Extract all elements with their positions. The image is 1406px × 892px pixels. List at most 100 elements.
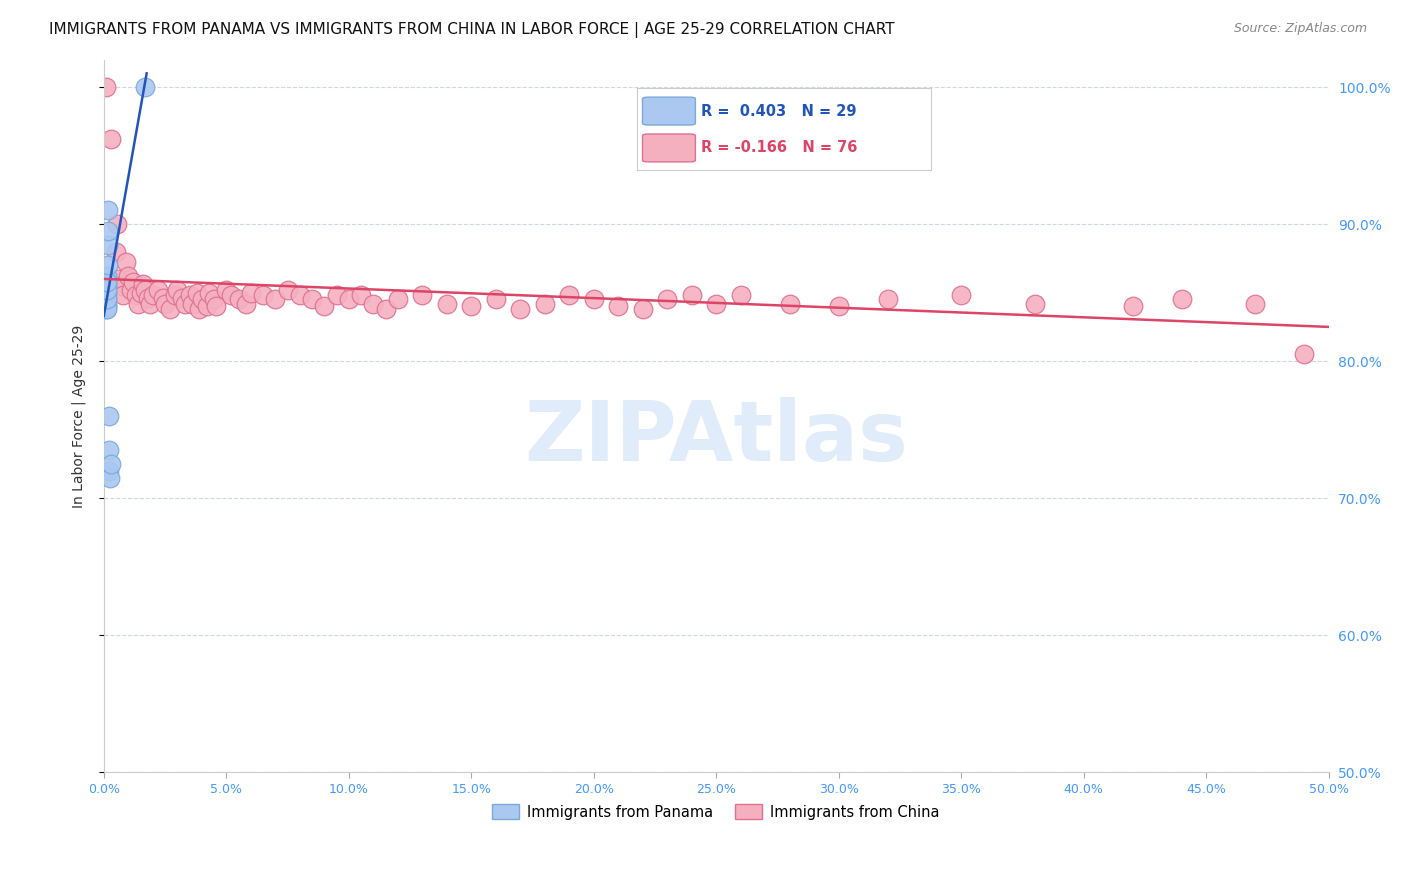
- Point: [96, 275, 118, 289]
- Point: [188, 301, 211, 316]
- Point: [97, 464, 120, 478]
- Point: [96, 301, 118, 316]
- Point: [134, 80, 156, 95]
- Point: [215, 283, 238, 297]
- Point: [115, 255, 138, 269]
- Point: [122, 275, 145, 289]
- Point: [163, 288, 186, 302]
- Point: [98, 443, 121, 458]
- Point: [132, 277, 155, 292]
- Point: [96, 293, 118, 307]
- Point: [104, 244, 127, 259]
- Point: [198, 285, 221, 300]
- Point: [98, 471, 121, 485]
- Point: [411, 288, 433, 302]
- Point: [166, 283, 188, 297]
- Point: [96, 272, 118, 286]
- Point: [94, 80, 117, 95]
- Point: [96, 299, 118, 313]
- Point: [129, 285, 152, 300]
- Point: [730, 288, 752, 302]
- Point: [96, 278, 118, 293]
- Point: [387, 293, 409, 307]
- Point: [97, 224, 120, 238]
- Point: [179, 288, 201, 302]
- Point: [631, 301, 654, 316]
- Point: [107, 272, 129, 286]
- Point: [96, 275, 118, 289]
- Point: [704, 296, 727, 310]
- Point: [288, 288, 311, 302]
- Point: [94, 269, 117, 284]
- Point: [105, 217, 128, 231]
- Point: [252, 288, 274, 302]
- Point: [1170, 293, 1192, 307]
- Point: [117, 269, 139, 284]
- Point: [779, 296, 801, 310]
- Point: [142, 288, 165, 302]
- Point: [219, 288, 242, 302]
- Point: [136, 291, 159, 305]
- Point: [96, 293, 118, 307]
- Point: [100, 457, 122, 471]
- Text: ZIPAtlas: ZIPAtlas: [524, 397, 908, 478]
- Point: [1294, 347, 1316, 361]
- Point: [314, 299, 336, 313]
- Text: IMMIGRANTS FROM PANAMA VS IMMIGRANTS FROM CHINA IN LABOR FORCE | AGE 25-29 CORRE: IMMIGRANTS FROM PANAMA VS IMMIGRANTS FRO…: [49, 22, 894, 38]
- Point: [97, 258, 120, 272]
- Point: [153, 296, 176, 310]
- Point: [97, 409, 120, 423]
- Point: [337, 293, 360, 307]
- Point: [1244, 296, 1267, 310]
- Point: [350, 288, 373, 302]
- Point: [134, 283, 156, 297]
- Point: [195, 299, 218, 313]
- Point: [485, 293, 508, 307]
- Point: [325, 288, 347, 302]
- Point: [159, 301, 181, 316]
- Point: [96, 299, 118, 313]
- Text: Source: ZipAtlas.com: Source: ZipAtlas.com: [1233, 22, 1367, 36]
- Point: [509, 301, 531, 316]
- Point: [97, 203, 120, 218]
- Point: [235, 296, 257, 310]
- Point: [1122, 299, 1144, 313]
- Point: [94, 299, 117, 313]
- Point: [173, 296, 195, 310]
- Point: [361, 296, 384, 310]
- Point: [112, 288, 135, 302]
- Point: [94, 278, 117, 293]
- Point: [110, 278, 132, 293]
- Point: [276, 283, 298, 297]
- Point: [558, 288, 581, 302]
- Point: [96, 285, 118, 300]
- Point: [181, 296, 204, 310]
- Point: [1024, 296, 1046, 310]
- Point: [681, 288, 703, 302]
- Point: [205, 299, 228, 313]
- Y-axis label: In Labor Force | Age 25-29: In Labor Force | Age 25-29: [72, 325, 86, 508]
- Point: [96, 301, 118, 316]
- Point: [127, 296, 149, 310]
- Point: [146, 283, 169, 297]
- Point: [239, 285, 262, 300]
- Point: [96, 283, 118, 297]
- Point: [172, 291, 194, 305]
- Point: [202, 293, 225, 307]
- Point: [582, 293, 605, 307]
- Point: [301, 293, 323, 307]
- Point: [97, 237, 120, 252]
- Point: [120, 283, 142, 297]
- Point: [186, 285, 208, 300]
- Point: [124, 288, 146, 302]
- Point: [607, 299, 630, 313]
- Point: [374, 301, 396, 316]
- Point: [152, 291, 174, 305]
- Point: [876, 293, 898, 307]
- Point: [828, 299, 851, 313]
- Point: [460, 299, 482, 313]
- Point: [191, 293, 214, 307]
- Point: [94, 288, 117, 302]
- Point: [96, 283, 118, 297]
- Point: [264, 293, 287, 307]
